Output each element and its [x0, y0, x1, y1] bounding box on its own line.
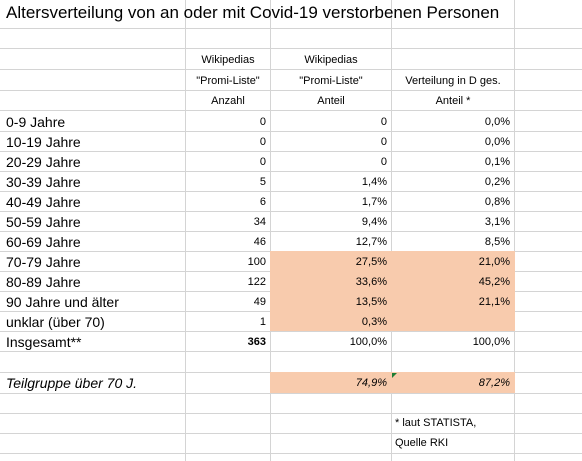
row-count[interactable]: 100: [247, 256, 266, 268]
row-label[interactable]: 10-19 Jahre: [6, 134, 81, 150]
header-germany-line3[interactable]: Anteil *: [435, 95, 471, 107]
row-label[interactable]: 0-9 Jahre: [6, 114, 66, 130]
row-share[interactable]: 0,3%: [361, 316, 387, 328]
row-label[interactable]: 20-29 Jahre: [6, 154, 81, 170]
total-label[interactable]: Insgesamt**: [6, 334, 82, 350]
row-label[interactable]: unklar (über 70): [6, 314, 105, 330]
row-divider: [0, 48, 582, 49]
row-germany[interactable]: 0,1%: [484, 156, 510, 168]
row-count[interactable]: 1: [259, 316, 266, 328]
row-divider: [0, 211, 582, 212]
row-count[interactable]: 34: [253, 216, 266, 228]
row-germany[interactable]: 0,8%: [484, 196, 510, 208]
row-germany[interactable]: 45,2%: [478, 276, 510, 288]
footnote-line1[interactable]: * laut STATISTA,: [395, 417, 477, 429]
row-label[interactable]: 70-79 Jahre: [6, 254, 81, 270]
row-share[interactable]: 0: [380, 156, 387, 168]
row-count[interactable]: 0: [259, 116, 266, 128]
highlight-subgroup: [270, 372, 515, 393]
row-divider: [0, 351, 582, 352]
row-label[interactable]: 90 Jahre und älter: [6, 294, 119, 310]
row-divider: [0, 151, 582, 152]
header-share-line1[interactable]: Wikipedias: [304, 54, 358, 66]
highlight-range: [270, 251, 515, 311]
row-divider: [0, 69, 582, 70]
column-divider: [514, 0, 515, 461]
header-count-line3[interactable]: Anzahl: [211, 95, 245, 107]
row-divider: [0, 413, 582, 414]
header-share-line2[interactable]: "Promi-Liste": [299, 75, 363, 87]
row-divider: [0, 171, 582, 172]
subgroup-label[interactable]: Teilgruppe über 70 J.: [6, 375, 138, 391]
row-share[interactable]: 13,5%: [355, 296, 387, 308]
header-share-line3[interactable]: Anteil: [317, 95, 345, 107]
row-count[interactable]: 122: [247, 276, 266, 288]
subgroup-share[interactable]: 74,9%: [355, 377, 387, 389]
column-divider: [270, 0, 271, 461]
row-divider: [0, 131, 582, 132]
row-label[interactable]: 30-39 Jahre: [6, 174, 81, 190]
header-count-line2[interactable]: "Promi-Liste": [196, 75, 260, 87]
row-share[interactable]: 0: [380, 136, 387, 148]
row-label[interactable]: 80-89 Jahre: [6, 274, 81, 290]
total-share[interactable]: 100,0%: [349, 336, 387, 348]
row-divider: [0, 231, 582, 232]
row-share[interactable]: 1,4%: [361, 176, 387, 188]
row-label[interactable]: 40-49 Jahre: [6, 194, 81, 210]
row-germany[interactable]: 0,0%: [484, 136, 510, 148]
row-divider: [0, 90, 582, 91]
row-share[interactable]: 9,4%: [361, 216, 387, 228]
total-count[interactable]: 363: [247, 336, 266, 348]
page-title[interactable]: Altersverteilung von an oder mit Covid-1…: [6, 3, 500, 22]
footnote-line2[interactable]: Quelle RKI: [395, 437, 449, 449]
row-divider: [0, 331, 582, 332]
row-count[interactable]: 46: [253, 236, 266, 248]
row-share[interactable]: 12,7%: [355, 236, 387, 248]
row-germany[interactable]: 3,1%: [484, 216, 510, 228]
row-share[interactable]: 33,6%: [355, 276, 387, 288]
row-germany[interactable]: 0,0%: [484, 116, 510, 128]
row-germany[interactable]: 21,0%: [478, 256, 510, 268]
comment-marker-icon[interactable]: [392, 373, 397, 378]
row-divider: [0, 191, 582, 192]
row-share[interactable]: 1,7%: [361, 196, 387, 208]
row-divider: [0, 433, 582, 434]
row-germany[interactable]: 0,2%: [484, 176, 510, 188]
row-count[interactable]: 0: [259, 136, 266, 148]
column-divider: [185, 0, 186, 461]
row-label[interactable]: 50-59 Jahre: [6, 214, 81, 230]
row-divider: [0, 393, 582, 394]
row-share[interactable]: 0: [380, 116, 387, 128]
highlight-range: [270, 311, 515, 331]
header-germany-line2[interactable]: Verteilung in D ges.: [405, 75, 501, 87]
row-count[interactable]: 0: [259, 156, 266, 168]
row-count[interactable]: 5: [259, 176, 266, 188]
row-label[interactable]: 60-69 Jahre: [6, 234, 81, 250]
row-divider: [0, 453, 582, 454]
row-germany[interactable]: 8,5%: [484, 236, 510, 248]
row-divider: [0, 28, 582, 29]
row-germany[interactable]: 21,1%: [478, 296, 510, 308]
row-divider: [0, 110, 582, 111]
subgroup-germany[interactable]: 87,2%: [478, 377, 510, 389]
row-share[interactable]: 27,5%: [355, 256, 387, 268]
column-divider: [391, 0, 392, 461]
row-count[interactable]: 49: [253, 296, 266, 308]
header-count-line1[interactable]: Wikipedias: [201, 54, 255, 66]
row-count[interactable]: 6: [259, 196, 266, 208]
total-germany[interactable]: 100,0%: [472, 336, 510, 348]
